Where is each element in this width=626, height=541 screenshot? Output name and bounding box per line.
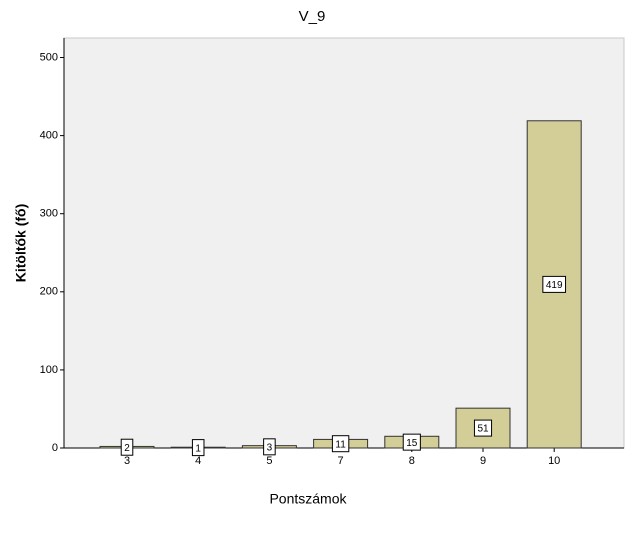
- x-tick-label: 3: [124, 455, 130, 467]
- value-label: 419: [546, 280, 563, 291]
- y-tick-label: 200: [40, 286, 58, 298]
- x-tick-label: 4: [195, 455, 201, 467]
- y-tick-label: 300: [40, 208, 58, 220]
- x-tick-label: 7: [338, 455, 344, 467]
- y-tick-label: 400: [40, 130, 58, 142]
- value-label-box: [542, 275, 567, 293]
- value-label-box: [120, 438, 134, 456]
- x-tick-label: 10: [548, 455, 560, 467]
- value-label: 3: [267, 442, 273, 453]
- value-label-box: [191, 439, 205, 457]
- value-label: 15: [406, 438, 418, 449]
- x-axis-label: Pontszámok: [269, 491, 347, 507]
- value-label: 51: [477, 424, 489, 435]
- value-label-box: [331, 435, 350, 453]
- value-label: 2: [124, 443, 130, 454]
- value-label-box: [263, 438, 276, 456]
- x-tick-label: 8: [409, 455, 415, 467]
- chart-title: V_9: [299, 8, 326, 25]
- x-tick-label: 9: [480, 455, 486, 467]
- value-label: 1: [195, 443, 201, 454]
- y-tick-label: 100: [40, 364, 58, 376]
- value-label: 11: [335, 439, 346, 450]
- y-axis-label: Kitöltők (fő): [13, 204, 29, 283]
- y-tick-label: 500: [40, 51, 58, 63]
- value-label-box: [473, 419, 493, 437]
- y-tick-label: 0: [52, 442, 58, 454]
- x-tick-label: 5: [266, 455, 272, 467]
- value-label-box: [402, 433, 421, 451]
